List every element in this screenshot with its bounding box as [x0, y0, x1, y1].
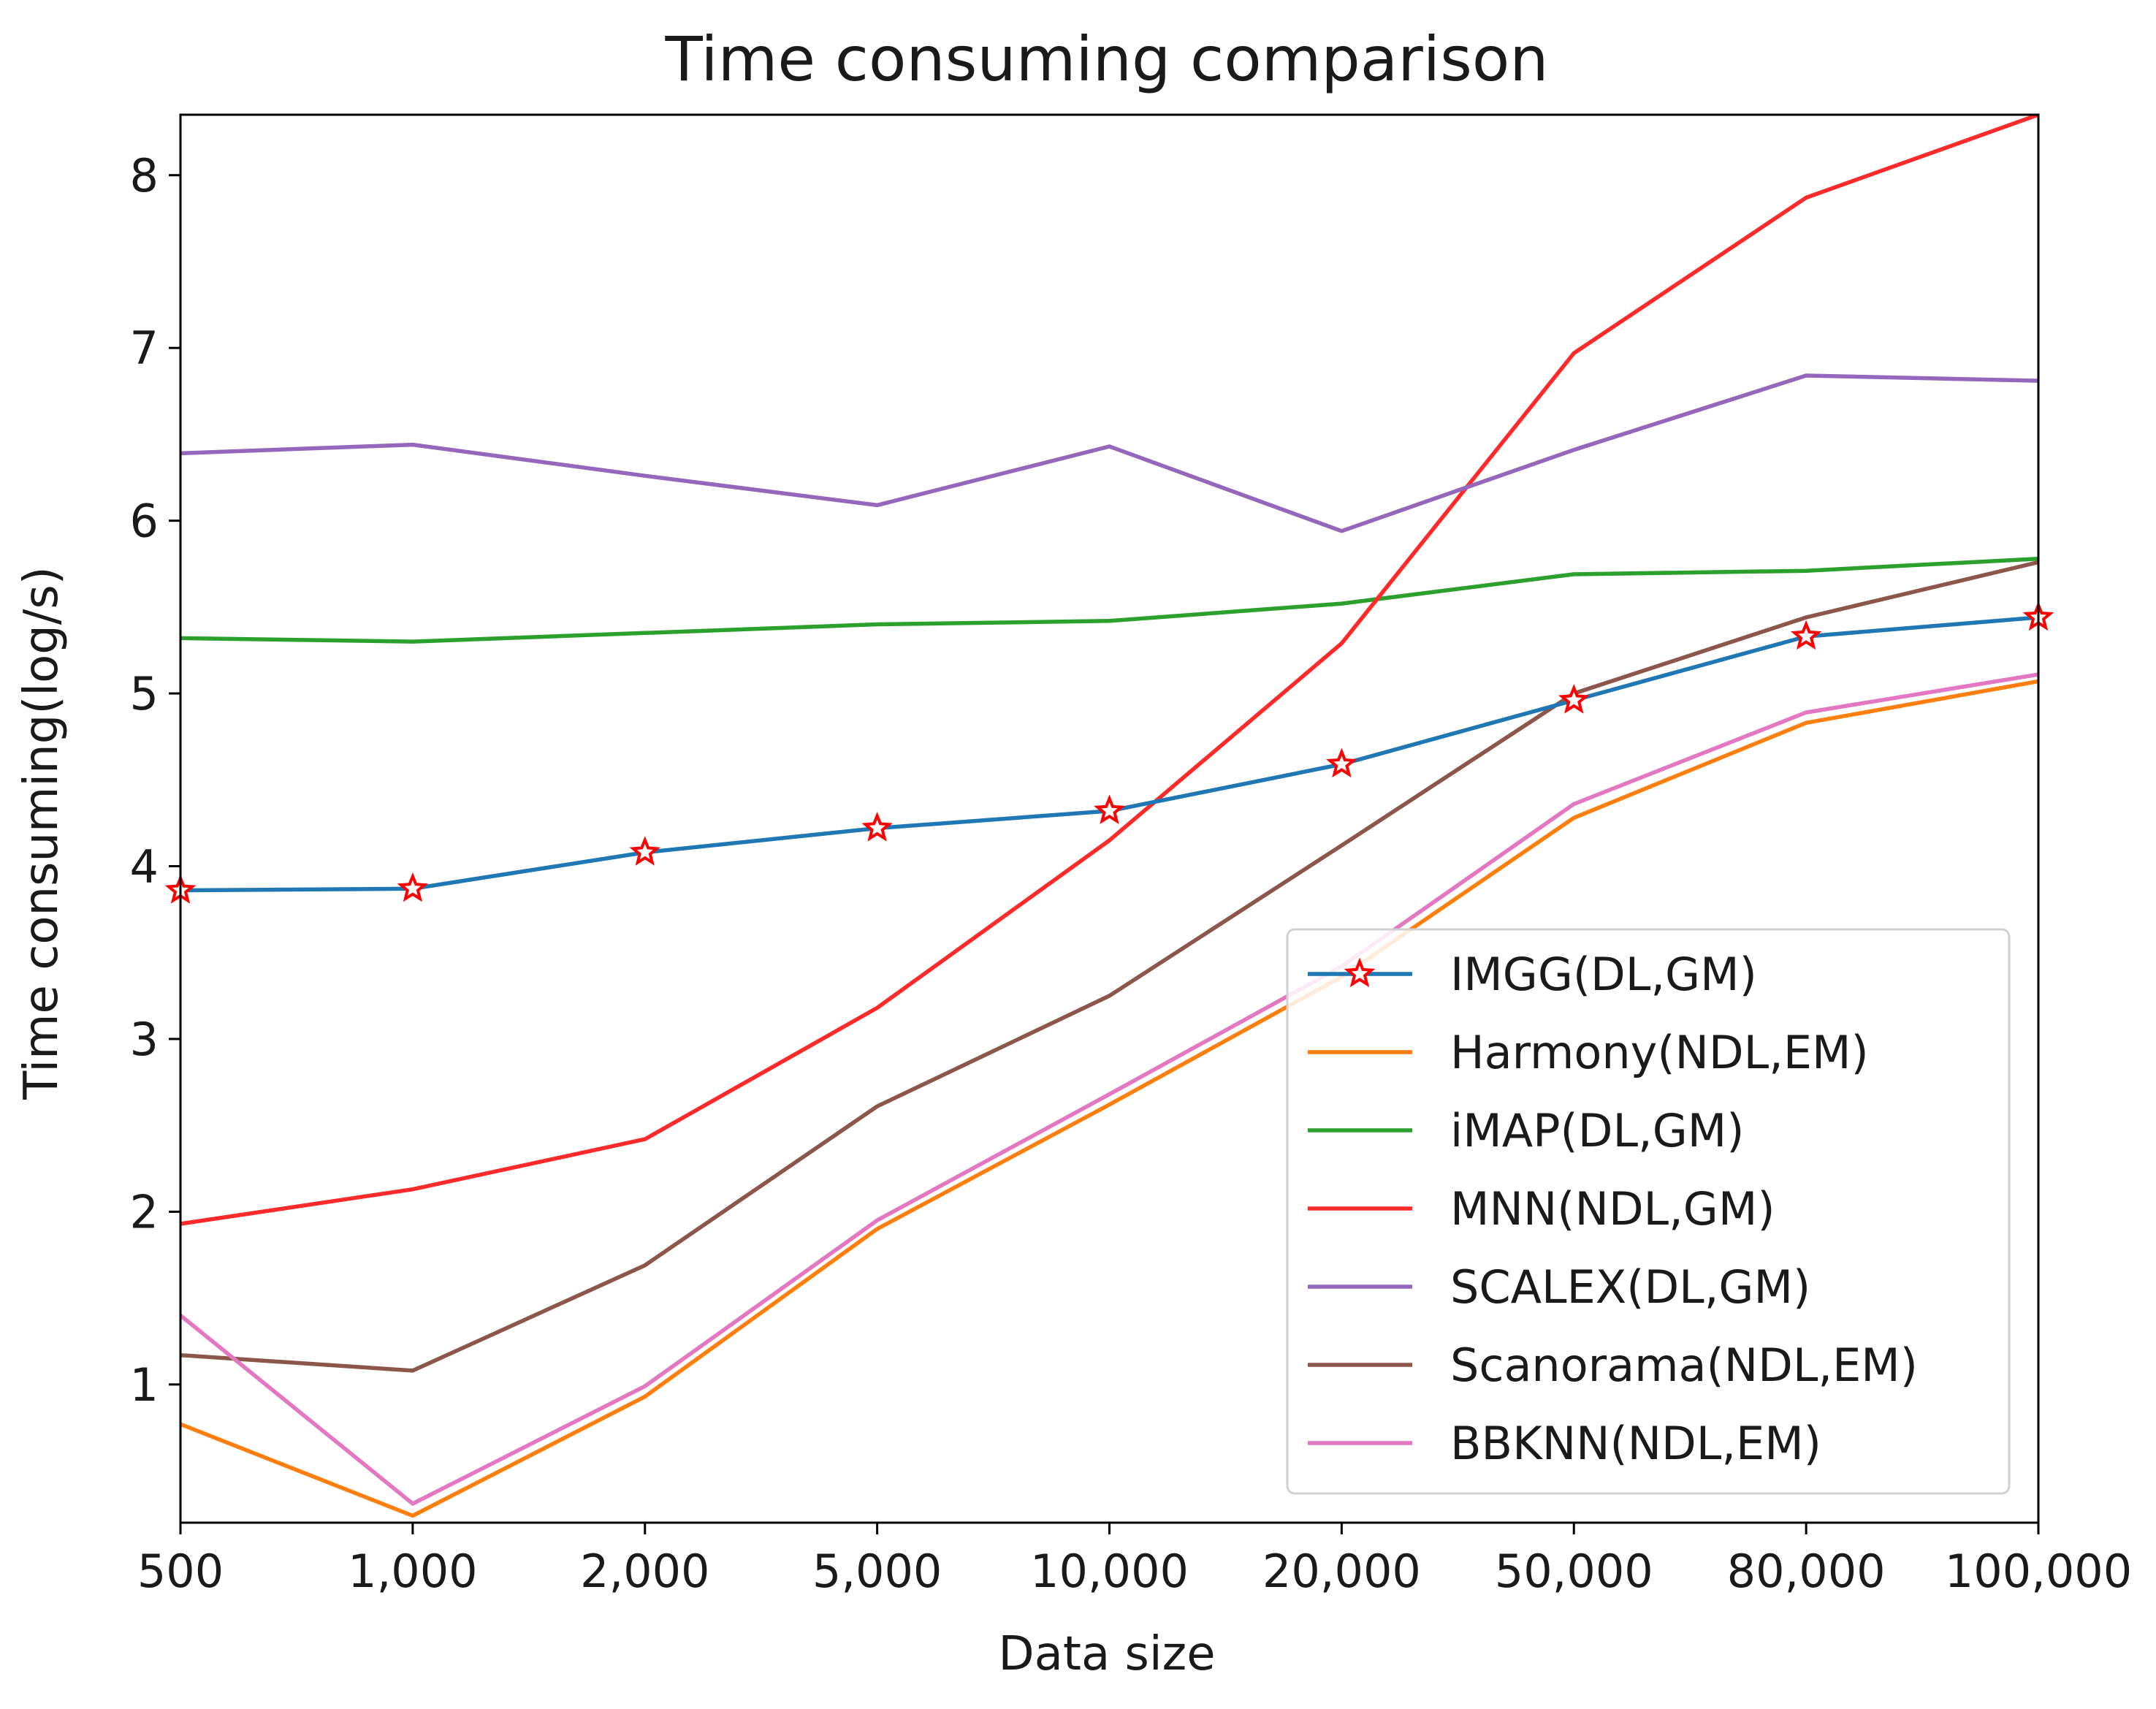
legend-label-scalex-dl-gm: SCALEX(DL,GM): [1450, 1260, 1810, 1314]
plot-frame: [179, 113, 2040, 1524]
data-point-imgg-dl-gm: [1326, 747, 1357, 778]
series-line-scanorama-ndl-em: [180, 560, 2038, 1373]
x-tick-label: 20,000: [1262, 1545, 1421, 1598]
data-point-imgg-dl-gm: [629, 836, 660, 866]
x-tick-label: 80,000: [1727, 1545, 1886, 1598]
data-point-imgg-dl-gm: [1790, 620, 1822, 650]
y-tick-label: 3: [130, 1013, 159, 1066]
y-tick-label: 8: [130, 149, 159, 202]
y-tick-label: 5: [130, 667, 159, 720]
legend-label-scanorama-ndl-em: Scanorama(NDL,EM): [1450, 1339, 1918, 1392]
legend-marker-imgg-dl-gm: [1344, 957, 1376, 988]
series-line-mnn-ndl-gm: [180, 115, 2038, 1226]
legend-label-harmony-ndl-em: Harmony(NDL,EM): [1450, 1026, 1869, 1079]
x-tick-label: 10,000: [1030, 1545, 1189, 1598]
legend-label-imap-dl-gm: iMAP(DL,GM): [1450, 1104, 1744, 1157]
x-tick-label: 50,000: [1495, 1545, 1653, 1598]
data-point-imgg-dl-gm: [1094, 794, 1125, 824]
data-point-imgg-dl-gm: [1558, 684, 1590, 714]
chart-title: Time consuming comparison: [665, 23, 1549, 95]
x-tick-label: 100,000: [1945, 1545, 2132, 1598]
legend-label-imgg-dl-gm: IMGG(DL,GM): [1450, 948, 1757, 1001]
x-tick-label: 1,000: [348, 1545, 478, 1598]
y-axis-label: Time consuming(log/s): [15, 566, 69, 1100]
data-point-imgg-dl-gm: [397, 872, 429, 902]
y-tick-label: 2: [130, 1185, 159, 1238]
series-line-harmony-ndl-em: [180, 679, 2038, 1518]
x-tick-label: 500: [137, 1545, 224, 1598]
data-point-imgg-dl-gm: [861, 812, 893, 842]
x-axis-label: Data size: [998, 1627, 1215, 1681]
legend-box: [1286, 928, 2011, 1495]
series-line-scalex-dl-gm: [180, 373, 2038, 533]
y-tick-label: 1: [130, 1358, 159, 1412]
y-tick-label: 7: [130, 321, 159, 375]
legend-label-mnn-ndl-gm: MNN(NDL,GM): [1450, 1182, 1775, 1236]
series-line-bbknn-ndl-em: [180, 672, 2038, 1506]
y-tick-label: 4: [130, 840, 159, 894]
series-line-imap-dl-gm: [180, 556, 2038, 644]
y-tick-label: 6: [130, 495, 159, 548]
x-tick-label: 5,000: [812, 1545, 942, 1598]
legend-label-bbknn-ndl-em: BBKNN(NDL,EM): [1450, 1417, 1821, 1470]
x-tick-label: 2,000: [580, 1545, 710, 1598]
